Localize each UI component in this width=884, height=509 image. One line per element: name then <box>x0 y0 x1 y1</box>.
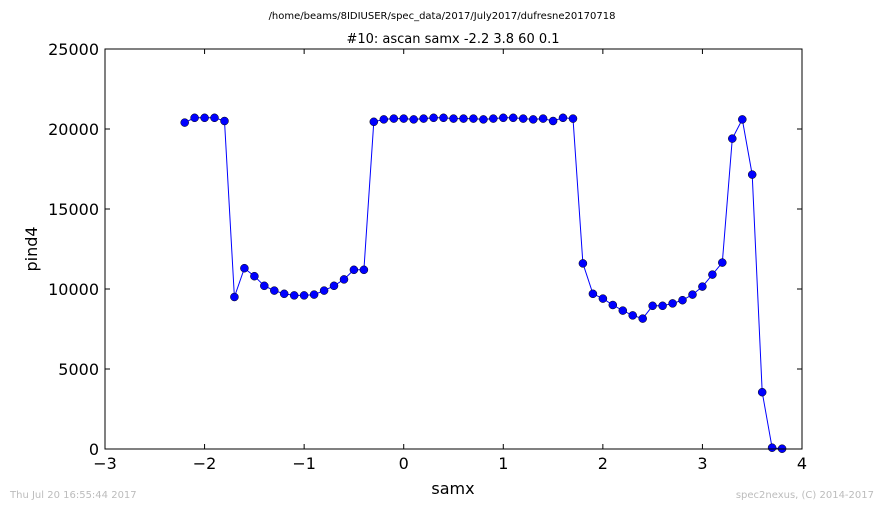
y-tick-label: 10000 <box>48 280 99 299</box>
data-point <box>250 271 259 281</box>
chart-marks <box>180 113 787 453</box>
y-tick-label: 15000 <box>48 200 99 219</box>
data-point <box>568 114 578 123</box>
data-point <box>220 116 229 126</box>
data-point <box>618 306 628 315</box>
data-point <box>339 275 349 284</box>
data-point <box>598 294 608 303</box>
x-tick-label: 2 <box>598 454 608 473</box>
data-point <box>369 117 379 127</box>
data-point <box>429 113 438 123</box>
data-point <box>200 113 209 123</box>
data-point <box>379 115 389 124</box>
data-point <box>668 299 677 308</box>
data-point <box>180 118 189 127</box>
data-point <box>698 282 707 291</box>
x-tick-label: −3 <box>93 454 117 473</box>
data-point <box>459 114 468 123</box>
data-point <box>747 170 757 179</box>
chart-title: #10: ascan samx -2.2 3.8 60 0.1 <box>346 32 559 47</box>
data-point <box>508 113 518 123</box>
data-point <box>309 290 319 299</box>
data-point <box>270 286 279 295</box>
data-point <box>289 291 299 300</box>
data-point <box>757 387 767 397</box>
chart-suptitle: /home/beams/8IDIUSER/spec_data/2017/July… <box>269 11 616 22</box>
data-point <box>558 113 568 123</box>
data-point <box>588 289 598 299</box>
data-point <box>329 281 339 291</box>
data-point <box>299 291 309 300</box>
plot-frame <box>104 48 803 450</box>
data-point <box>518 114 528 123</box>
data-point <box>210 113 219 123</box>
data-point <box>279 289 289 299</box>
data-point <box>578 259 588 268</box>
data-point <box>409 115 418 124</box>
data-point <box>260 281 269 291</box>
y-tick-label: 25000 <box>48 40 99 59</box>
data-point <box>688 290 697 299</box>
data-point <box>349 265 359 275</box>
data-point <box>359 265 369 275</box>
data-point <box>767 443 777 452</box>
y-tick-label: 0 <box>89 440 99 459</box>
data-point <box>319 286 329 295</box>
x-tick-label: 1 <box>498 454 508 473</box>
y-axis-label: pind4 <box>22 226 41 271</box>
footer-timestamp: Thu Jul 20 16:55:44 2017 <box>10 490 137 501</box>
x-tick-label: −2 <box>193 454 217 473</box>
data-point <box>678 295 687 305</box>
x-tick-label: 4 <box>797 454 807 473</box>
data-point <box>439 113 448 123</box>
data-point <box>718 258 727 267</box>
chart-axes: −3 −2 −1 0 1 2 3 4 0 5000 10000 15000 20000 25000 <box>48 40 807 473</box>
data-point <box>230 292 239 302</box>
data-point <box>499 113 508 123</box>
data-point <box>608 300 618 310</box>
data-point <box>469 114 478 123</box>
data-point <box>728 134 737 143</box>
data-point <box>528 115 538 124</box>
data-point <box>538 114 548 123</box>
y-tick-label: 5000 <box>58 360 99 379</box>
data-point <box>548 116 558 126</box>
x-axis-label: samx <box>431 479 474 498</box>
data-point <box>738 115 747 124</box>
data-point <box>489 114 498 123</box>
data-point <box>628 311 637 320</box>
data-point <box>658 301 667 311</box>
data-point <box>399 114 408 123</box>
data-point <box>389 114 399 123</box>
data-point <box>638 314 647 323</box>
data-point <box>449 114 458 123</box>
series-line <box>184 117 783 450</box>
data-point <box>190 113 199 123</box>
y-tick-label: 20000 <box>48 120 99 139</box>
footer-credit: spec2nexus, (C) 2014-2017 <box>735 490 874 501</box>
data-point <box>240 263 249 273</box>
x-tick-label: 0 <box>399 454 409 473</box>
data-point <box>479 115 488 124</box>
data-point <box>648 301 657 311</box>
data-point <box>708 270 717 279</box>
x-tick-label: −1 <box>292 454 316 473</box>
x-tick-label: 3 <box>697 454 707 473</box>
data-point <box>419 114 428 123</box>
